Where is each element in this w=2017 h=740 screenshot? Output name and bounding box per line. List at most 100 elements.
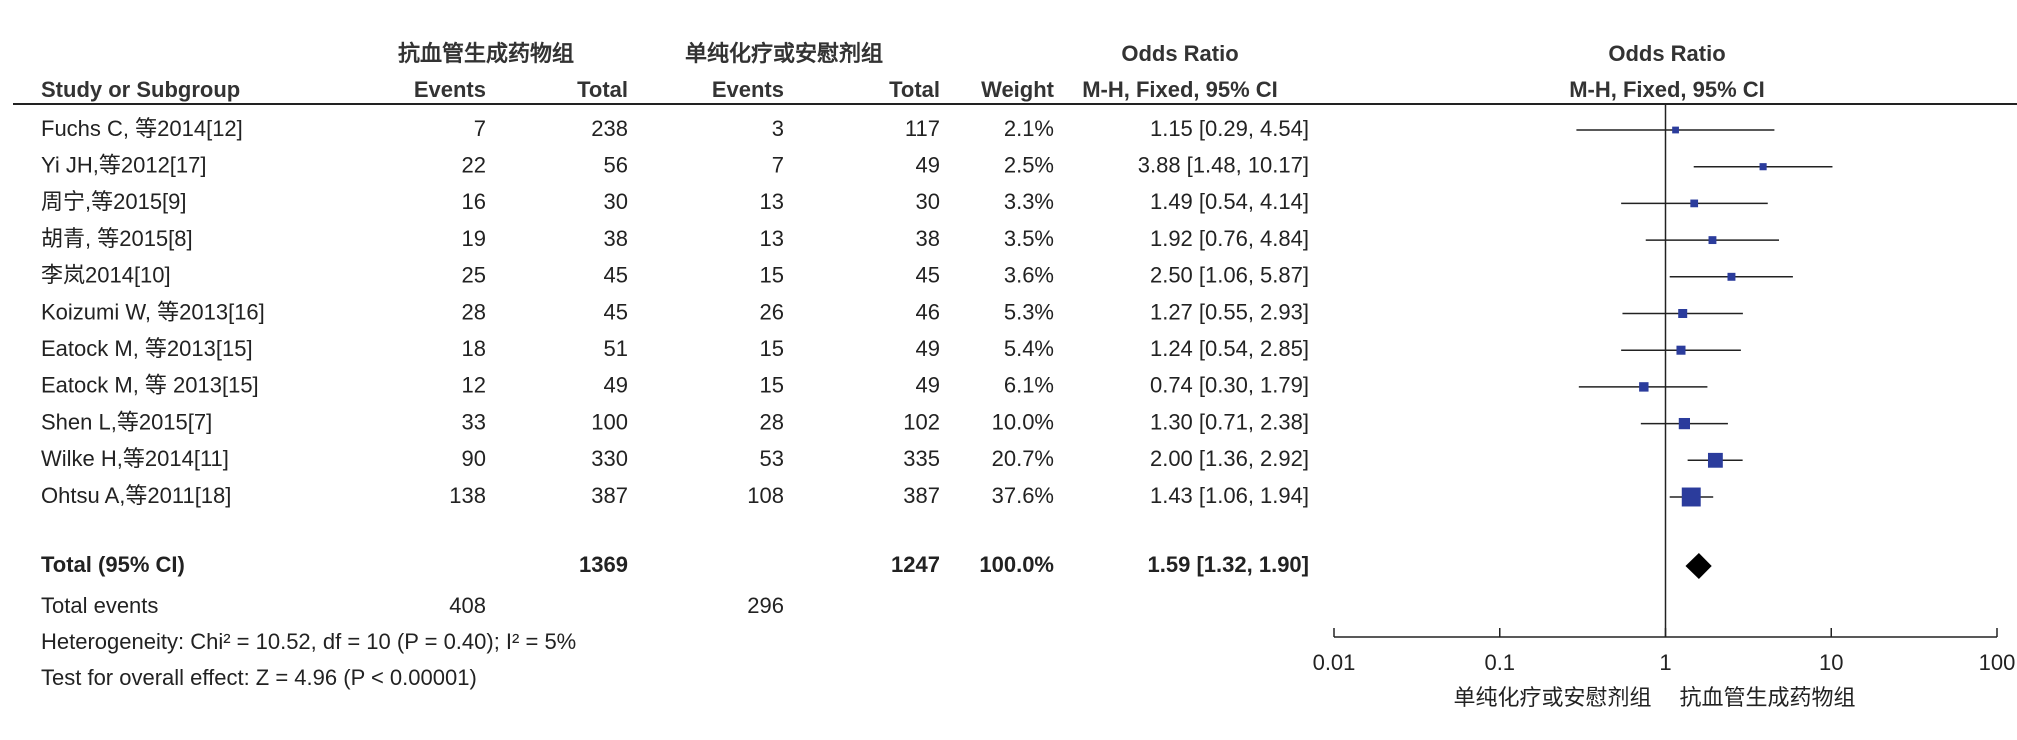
events: 3 (772, 116, 784, 141)
weight: 20.7% (992, 446, 1054, 471)
total: 1247 (891, 552, 940, 577)
weight: 37.6% (992, 483, 1054, 508)
effect-header: Odds Ratio (1121, 41, 1238, 66)
events: 33 (462, 409, 486, 434)
x-tick-label: 100 (1979, 650, 2016, 675)
summary-diamond (1685, 553, 1712, 579)
study-name: Fuchs C, 等2014[12] (41, 116, 243, 141)
odds-ratio: 1.30 [0.71, 2.38] (1150, 409, 1309, 434)
study-name: Eatock M, 等2013[15] (41, 336, 253, 361)
odds-ratio: 1.15 [0.29, 4.54] (1150, 116, 1309, 141)
total: 49 (916, 336, 940, 361)
column-header: Weight (981, 77, 1055, 102)
total: 45 (916, 263, 940, 288)
odds-ratio: 1.49 [0.54, 4.14] (1150, 189, 1309, 214)
study-name: Ohtsu A,等2011[18] (41, 483, 231, 508)
events: 15 (760, 336, 784, 361)
weight: 6.1% (1004, 373, 1054, 398)
total-label: Total (95% CI) (41, 552, 185, 577)
total: 45 (604, 299, 628, 324)
plot-header: Odds Ratio (1608, 41, 1725, 66)
events: 15 (760, 373, 784, 398)
total: 330 (591, 446, 628, 471)
effect-square (1708, 236, 1717, 245)
odds-ratio: 0.74 [0.30, 1.79] (1150, 373, 1309, 398)
events: 7 (474, 116, 486, 141)
odds-ratio: 1.92 [0.76, 4.84] (1150, 226, 1309, 251)
effect-square (1759, 163, 1767, 171)
study-name: Yi JH,等2012[17] (41, 153, 207, 178)
effect-square (1672, 126, 1679, 134)
total: 51 (604, 336, 628, 361)
odds-ratio: 1.27 [0.55, 2.93] (1150, 299, 1309, 324)
axis-label: 抗血管生成药物组 (1680, 685, 1856, 710)
total: 56 (604, 153, 628, 178)
events: 408 (449, 593, 486, 618)
effect-square (1678, 309, 1688, 318)
total: 38 (916, 226, 940, 251)
total: 387 (591, 483, 628, 508)
total: 117 (905, 116, 940, 141)
total: 49 (916, 373, 940, 398)
odds-ratio: 2.50 [1.06, 5.87] (1150, 263, 1309, 288)
axis-label: 单纯化疗或安慰剂组 (1453, 685, 1651, 710)
study-name: Shen L,等2015[7] (41, 409, 212, 434)
study-name: 周宁,等2015[9] (41, 189, 187, 214)
effect-square (1681, 487, 1701, 507)
effect-square (1727, 272, 1736, 281)
weight: 3.3% (1004, 189, 1054, 214)
total: 335 (903, 446, 940, 471)
column-header: Total (889, 77, 940, 102)
weight: 2.5% (1004, 153, 1054, 178)
total: 49 (916, 153, 940, 178)
x-tick-label: 10 (1819, 650, 1843, 675)
total: 238 (591, 116, 628, 141)
events: 13 (760, 226, 784, 251)
heterogeneity: Heterogeneity: Chi² = 10.52, df = 10 (P … (41, 629, 576, 654)
odds-ratio: 1.24 [0.54, 2.85] (1150, 336, 1309, 361)
events: 7 (772, 153, 784, 178)
odds-ratio: 2.00 [1.36, 2.92] (1150, 446, 1309, 471)
overall-effect: Test for overall effect: Z = 4.96 (P < 0… (41, 665, 477, 690)
weight: 3.6% (1004, 263, 1054, 288)
x-tick-label: 0.1 (1484, 650, 1515, 675)
odds-ratio: 1.59 [1.32, 1.90] (1148, 552, 1309, 577)
total: 387 (903, 483, 940, 508)
weight: 3.5% (1004, 226, 1054, 251)
weight: 5.4% (1004, 336, 1054, 361)
column-header: Events (414, 77, 486, 102)
events: 26 (760, 299, 784, 324)
weight: 10.0% (992, 409, 1054, 434)
study-name: 李岚2014[10] (41, 263, 171, 288)
events: 22 (462, 153, 486, 178)
effect-square (1678, 417, 1690, 430)
total: 1369 (579, 552, 628, 577)
column-header: Total (577, 77, 628, 102)
total: 30 (916, 189, 940, 214)
events: 15 (760, 263, 784, 288)
effect-square (1676, 345, 1686, 355)
total-events-label: Total events (41, 593, 158, 618)
group-header: 单纯化疗或安慰剂组 (685, 41, 883, 66)
x-tick-label: 1 (1659, 650, 1671, 675)
total: 49 (604, 373, 628, 398)
events: 13 (760, 189, 784, 214)
study-name: Eatock M, 等 2013[15] (41, 373, 259, 398)
events: 25 (462, 263, 486, 288)
effect-square (1690, 199, 1699, 208)
events: 28 (760, 409, 784, 434)
events: 53 (760, 446, 784, 471)
group-header: 抗血管生成药物组 (398, 41, 574, 66)
study-name: 胡青, 等2015[8] (41, 226, 193, 251)
events: 296 (747, 593, 784, 618)
events: 138 (449, 483, 486, 508)
weight: 5.3% (1004, 299, 1054, 324)
events: 108 (747, 483, 784, 508)
total: 46 (916, 299, 940, 324)
odds-ratio: 1.43 [1.06, 1.94] (1150, 483, 1309, 508)
total: 45 (604, 263, 628, 288)
column-header: Study or Subgroup (41, 77, 240, 102)
total: 30 (604, 189, 628, 214)
weight: 100.0% (979, 552, 1054, 577)
